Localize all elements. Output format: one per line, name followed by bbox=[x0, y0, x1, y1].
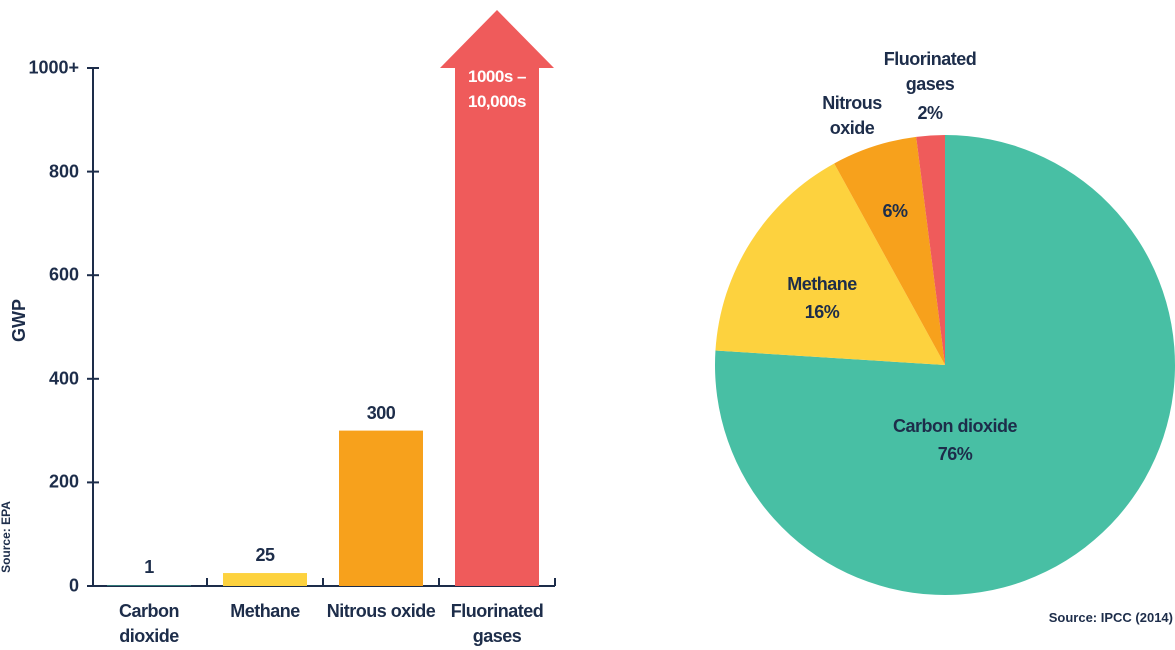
slice-label: Nitrous oxide bbox=[822, 93, 882, 138]
slice-value: 76% bbox=[937, 444, 973, 464]
slice-label: Fluorinated gases bbox=[883, 49, 977, 94]
bar bbox=[223, 573, 307, 586]
y-tick-label: 0 bbox=[68, 575, 79, 596]
slice-label: Methane bbox=[787, 274, 857, 294]
x-tick-label: Fluorinated gases bbox=[450, 601, 544, 646]
slice-value: 6% bbox=[882, 201, 908, 221]
x-tick-label: Carbon dioxide bbox=[119, 601, 180, 646]
y-tick-label: 600 bbox=[48, 264, 79, 285]
y-axis-label: GWP bbox=[9, 299, 29, 342]
slice-value: 2% bbox=[917, 103, 943, 123]
y-tick-label: 400 bbox=[48, 368, 79, 389]
value-label: 1 bbox=[144, 557, 154, 578]
bar bbox=[339, 430, 423, 586]
bar bbox=[107, 585, 191, 586]
slice-label: Carbon dioxide bbox=[892, 416, 1018, 436]
value-label: 1000s – 10,000s bbox=[468, 67, 526, 111]
pie-slice bbox=[916, 135, 945, 365]
bar bbox=[455, 68, 539, 586]
y-tick-label: 200 bbox=[48, 471, 79, 492]
x-tick-label: Methane bbox=[230, 601, 300, 621]
y-tick-label: 800 bbox=[48, 161, 79, 182]
source: Source: EPA bbox=[0, 501, 13, 573]
x-tick-label: Nitrous oxide bbox=[326, 601, 436, 621]
arrow-head bbox=[440, 10, 554, 68]
slice-value: 16% bbox=[804, 302, 840, 322]
y-tick-label: 1000+ bbox=[28, 57, 79, 78]
value-label: 25 bbox=[255, 545, 275, 566]
pie-slice bbox=[834, 136, 945, 365]
value-label: 300 bbox=[366, 402, 396, 423]
pie-slice bbox=[715, 163, 945, 365]
pie-slice bbox=[715, 135, 1175, 595]
source: Source: IPCC (2014) bbox=[1048, 610, 1173, 625]
